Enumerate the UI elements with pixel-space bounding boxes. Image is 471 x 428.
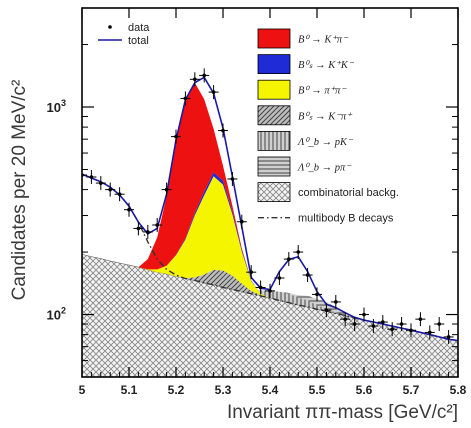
legend-label: total <box>128 35 149 47</box>
data-point <box>199 68 210 83</box>
legend-label: B⁰ₛ → K⁻π⁺ <box>298 111 353 122</box>
legend-swatch <box>257 79 291 100</box>
data-point <box>359 307 369 322</box>
legend-label: multibody B decays <box>298 213 394 225</box>
data-point <box>114 187 125 202</box>
data-point <box>312 287 322 302</box>
legend-data-marker <box>108 25 112 29</box>
data-point <box>321 303 332 318</box>
legend-swatch <box>257 156 291 177</box>
axes: 5 5.1 5.2 5.3 5.4 5.5 5.6 5.7 5.8 102 103 <box>47 7 467 397</box>
legend-label: B⁰ → K⁺π⁻ <box>298 35 349 46</box>
data-point <box>236 214 247 229</box>
data-point <box>255 280 266 295</box>
data-point <box>227 171 238 186</box>
legend-swatch <box>257 105 291 126</box>
x-tick-label: 5.8 <box>450 383 467 397</box>
legend-label: Λ⁰_b → pπ⁻ <box>297 163 352 174</box>
data-points <box>82 68 454 344</box>
legend-swatch <box>257 28 291 49</box>
data-point <box>105 182 116 197</box>
data-point <box>171 129 181 144</box>
data-point <box>349 317 360 332</box>
y-tick-label: 102 <box>47 306 66 323</box>
x-tick-label: 5.3 <box>215 383 232 397</box>
data-point <box>443 329 454 344</box>
data-point <box>189 72 200 87</box>
data-point <box>415 312 426 327</box>
legend-label: data <box>128 22 150 34</box>
x-tick-label: 5.7 <box>403 383 420 397</box>
data-point <box>208 85 219 100</box>
legend-swatch <box>257 182 291 203</box>
x-tick-label: 5 <box>79 383 86 397</box>
legend-label: B⁰ₛ → K⁺K⁻ <box>298 60 355 71</box>
data-point <box>406 323 416 338</box>
area-b0-kpi <box>82 82 458 341</box>
data-point <box>161 182 172 197</box>
x-tick-label: 5.1 <box>121 383 138 397</box>
legend-label: Λ⁰_b → pK⁻ <box>297 137 354 148</box>
area-combinatorial-background <box>82 253 458 377</box>
x-tick-label: 5.5 <box>309 383 326 397</box>
x-tick-label: 5.6 <box>356 383 373 397</box>
data-point <box>434 317 445 332</box>
legend-label: combinatorial backg. <box>298 187 399 199</box>
x-tick-label: 5.2 <box>168 383 185 397</box>
data-point <box>274 270 285 285</box>
data-point <box>424 325 435 340</box>
x-axis-title: Invariant ππ-mass [GeV/c²] <box>227 402 458 423</box>
y-tick-label: 103 <box>47 98 66 115</box>
data-point <box>246 265 257 280</box>
data-point <box>142 224 153 239</box>
legend-swatch <box>257 130 291 151</box>
data-point <box>283 252 294 267</box>
data-point <box>124 202 134 217</box>
x-tick-label: 5.4 <box>262 383 279 397</box>
data-point <box>86 169 97 184</box>
data-point <box>368 319 379 334</box>
data-point <box>302 268 313 283</box>
data-point <box>218 123 228 138</box>
data-point <box>396 317 407 332</box>
legend-label: B⁰ → π⁺π⁻ <box>298 86 347 97</box>
y-axis-title: Candidates per 20 MeV/c² <box>9 80 30 301</box>
data-point <box>293 245 304 260</box>
data-point <box>377 315 388 330</box>
data-point <box>152 218 163 233</box>
data-point <box>180 91 191 106</box>
data-point <box>387 322 398 337</box>
data-point <box>330 294 341 309</box>
data-point <box>133 221 144 236</box>
data-point <box>340 312 351 327</box>
data-point <box>95 176 106 191</box>
legend-swatch <box>257 54 291 74</box>
data-point <box>265 283 275 298</box>
